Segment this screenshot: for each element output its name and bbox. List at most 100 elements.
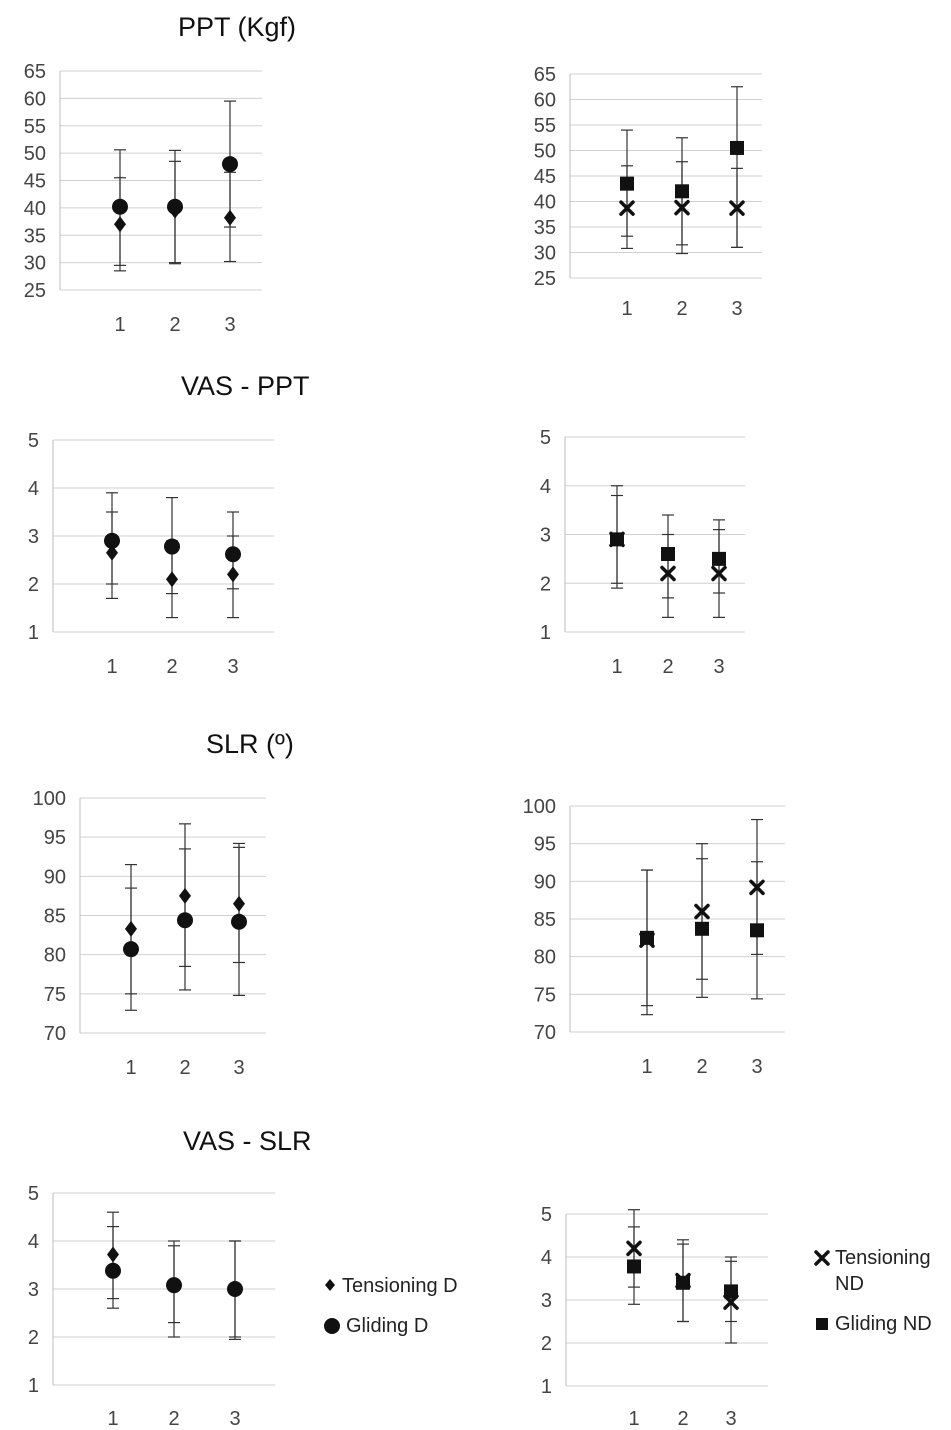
x-tick-label: 2 bbox=[677, 1408, 688, 1430]
y-tick-label: 2 bbox=[28, 1327, 39, 1349]
y-tick-label: 35 bbox=[24, 225, 46, 247]
x-tick-label: 3 bbox=[713, 656, 724, 678]
legend-label: Tensioning ND bbox=[835, 1247, 931, 1295]
square-marker bbox=[627, 1259, 641, 1274]
circle-marker bbox=[177, 912, 193, 929]
y-tick-label: 85 bbox=[534, 909, 556, 931]
vas-slr-dominant-chart: 1 2 3 4 5 1 2 3 bbox=[28, 1183, 275, 1430]
y-tick-label: 65 bbox=[24, 61, 46, 83]
y-tick-label: 100 bbox=[33, 788, 66, 810]
square-marker bbox=[695, 921, 709, 936]
legend-dominant: Tensioning D Gliding D bbox=[322, 1273, 492, 1353]
y-tick-label: 1 bbox=[28, 622, 39, 644]
diamond-marker bbox=[224, 209, 236, 226]
y-tick-label: 4 bbox=[28, 1231, 39, 1253]
series-square bbox=[621, 86, 743, 255]
legend-nondominant: Tensioning ND Gliding ND bbox=[813, 1245, 948, 1351]
circle-marker bbox=[231, 913, 247, 930]
vas-slr-nondominant-chart: 1 2 3 4 5 1 2 3 bbox=[541, 1204, 768, 1430]
circle-marker bbox=[123, 941, 139, 958]
vas-slr-title: VAS - SLR bbox=[183, 1126, 312, 1156]
x-tick-label: 3 bbox=[233, 1057, 244, 1079]
points-circle bbox=[112, 156, 238, 215]
circle-marker-icon bbox=[324, 1318, 340, 1334]
y-tick-label: 30 bbox=[24, 253, 46, 275]
x-tick-label: 3 bbox=[227, 656, 238, 678]
legend-label: Gliding ND bbox=[835, 1313, 932, 1335]
y-tick-label: 55 bbox=[24, 116, 46, 138]
y-tick-label: 45 bbox=[534, 166, 556, 188]
x-tick-label: 3 bbox=[224, 314, 235, 336]
ppt-title: PPT (Kgf) bbox=[178, 12, 297, 42]
x-tick-label: 3 bbox=[731, 298, 742, 320]
x-tick-label: 2 bbox=[662, 656, 673, 678]
y-tick-label: 80 bbox=[44, 945, 66, 967]
x-marker bbox=[660, 565, 676, 582]
circle-marker bbox=[112, 198, 128, 215]
legend-label: Gliding D bbox=[346, 1315, 429, 1337]
circle-marker bbox=[227, 1281, 243, 1297]
slr-dominant-chart: 70 75 80 85 90 95 100 1 2 3 bbox=[33, 788, 266, 1079]
ppt-nondominant-chart: 25 30 35 40 45 50 55 60 65 1 2 3 bbox=[534, 64, 762, 320]
y-tick-label: 95 bbox=[44, 827, 66, 849]
diamond-marker-icon bbox=[325, 1279, 335, 1291]
y-tick-label: 50 bbox=[534, 141, 556, 163]
legend-item-tensioning-d: Tensioning D bbox=[322, 1273, 492, 1299]
y-tick-label: 5 bbox=[540, 427, 551, 449]
x-marker bbox=[729, 200, 745, 216]
y-tick-label: 1 bbox=[540, 622, 551, 644]
series-circle bbox=[114, 100, 236, 272]
y-tick-label: 40 bbox=[24, 198, 46, 220]
y-tick-label: 30 bbox=[534, 243, 556, 265]
y-tick-label: 2 bbox=[540, 573, 551, 595]
y-tick-label: 3 bbox=[541, 1290, 552, 1312]
points-circle bbox=[123, 912, 247, 958]
slr-title: SLR (º) bbox=[206, 729, 294, 759]
y-tick-label: 3 bbox=[540, 525, 551, 547]
legend-label: Tensioning D bbox=[342, 1275, 458, 1297]
square-marker bbox=[750, 923, 764, 938]
y-tick-label: 100 bbox=[523, 796, 556, 818]
points-square bbox=[640, 921, 764, 945]
diamond-marker bbox=[166, 571, 178, 588]
diamond-marker bbox=[114, 216, 126, 233]
y-tick-label: 80 bbox=[534, 947, 556, 969]
y-tick-label: 70 bbox=[44, 1023, 66, 1045]
y-tick-label: 45 bbox=[24, 171, 46, 193]
square-marker-icon bbox=[816, 1318, 828, 1330]
circle-marker bbox=[225, 546, 241, 563]
points-square bbox=[627, 1259, 738, 1299]
y-tick-label: 65 bbox=[534, 64, 556, 86]
vas-ppt-dominant-chart: 1 2 3 4 5 1 2 3 bbox=[28, 430, 274, 678]
y-tick-label: 75 bbox=[534, 984, 556, 1006]
circle-marker bbox=[164, 538, 180, 555]
y-tick-label: 5 bbox=[541, 1204, 552, 1226]
square-marker bbox=[675, 184, 689, 199]
x-marker bbox=[711, 565, 727, 582]
series-square bbox=[611, 485, 725, 599]
x-tick-label: 2 bbox=[676, 298, 687, 320]
legend-item-gliding-nd: Gliding ND bbox=[813, 1311, 948, 1337]
square-marker bbox=[640, 930, 654, 945]
y-tick-label: 4 bbox=[540, 476, 551, 498]
x-marker bbox=[749, 879, 765, 896]
x-marker bbox=[619, 200, 635, 216]
x-tick-label: 1 bbox=[106, 656, 117, 678]
x-tick-label: 1 bbox=[641, 1056, 652, 1078]
y-tick-label: 60 bbox=[534, 90, 556, 112]
y-tick-label: 90 bbox=[534, 871, 556, 893]
y-tick-label: 90 bbox=[44, 866, 66, 888]
y-tick-label: 35 bbox=[534, 217, 556, 239]
x-tick-label: 3 bbox=[751, 1056, 762, 1078]
points-circle bbox=[105, 1262, 243, 1297]
circle-marker bbox=[222, 156, 238, 173]
y-tick-label: 4 bbox=[28, 478, 39, 500]
circle-marker bbox=[166, 1277, 182, 1294]
x-tick-label: 2 bbox=[169, 314, 180, 336]
diamond-marker bbox=[106, 544, 118, 561]
points-x bbox=[619, 199, 745, 216]
vas-ppt-title: VAS - PPT bbox=[181, 371, 310, 401]
y-tick-label: 50 bbox=[24, 143, 46, 165]
x-tick-label: 3 bbox=[725, 1408, 736, 1430]
y-tick-label: 60 bbox=[24, 88, 46, 110]
